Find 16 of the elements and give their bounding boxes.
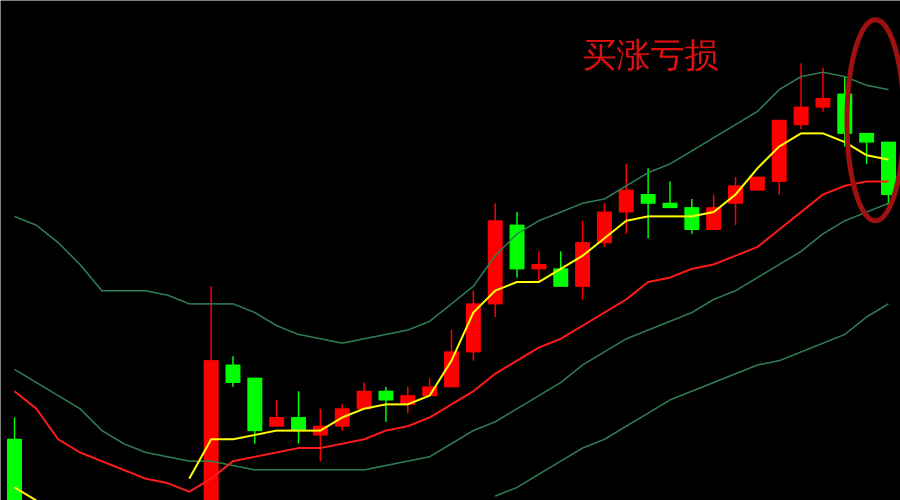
candlestick [859, 132, 874, 165]
candlestick [662, 180, 678, 208]
chart-title: 买涨亏损 [582, 36, 718, 76]
candlestick [225, 356, 240, 388]
candlestick [640, 168, 656, 240]
candlestick [750, 176, 765, 191]
candlestick [356, 382, 372, 410]
candlestick [794, 62, 809, 130]
candlestick [815, 67, 830, 112]
candlestick [553, 250, 568, 288]
candlestick [706, 194, 722, 230]
candlestick [684, 198, 700, 235]
candlestick [531, 250, 546, 283]
candlestick [269, 399, 284, 427]
candlestick [618, 163, 634, 235]
candlestick [378, 386, 394, 423]
